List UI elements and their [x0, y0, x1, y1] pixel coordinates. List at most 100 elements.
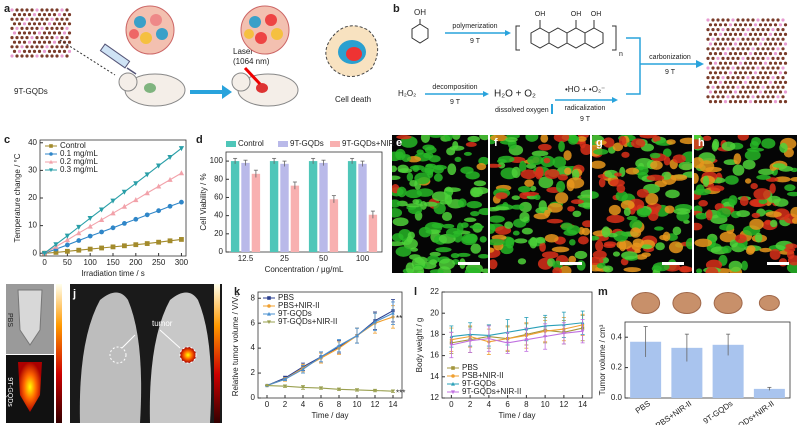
error-bar: [370, 210, 375, 219]
cell: [519, 201, 532, 213]
atom: [65, 26, 69, 30]
bar: [347, 161, 357, 252]
atom: [55, 54, 59, 58]
atom: [781, 37, 785, 41]
cell: [406, 172, 414, 182]
atom: [743, 80, 748, 84]
cell: [572, 210, 582, 218]
atom: [60, 26, 64, 30]
atom: [721, 18, 725, 22]
cell: [544, 169, 560, 179]
atom: [756, 28, 760, 32]
atom: [706, 85, 710, 89]
atom: [716, 56, 720, 61]
cell: [524, 179, 535, 187]
error-bar: [331, 195, 336, 203]
atom: [776, 66, 780, 70]
cell: [786, 250, 795, 260]
atom: [741, 76, 745, 80]
atom: [22, 31, 27, 35]
marker: [265, 384, 269, 388]
x-tick-label: 250: [152, 258, 166, 267]
cell: [405, 262, 415, 273]
atom: [753, 61, 758, 65]
atom: [748, 23, 753, 27]
cell: [392, 175, 401, 181]
atom: [771, 18, 775, 22]
atom: [22, 40, 27, 44]
cell: [438, 258, 456, 270]
cell: [405, 203, 424, 208]
y-axis-label: Body weight / g: [415, 318, 424, 373]
atom: [706, 56, 710, 61]
cells: [392, 135, 488, 273]
y-tick-label: 8: [251, 293, 256, 302]
laser-label: Laser: [233, 47, 253, 56]
cell: [481, 268, 488, 273]
cell: [756, 174, 771, 180]
bar: [269, 161, 279, 252]
cells: [694, 135, 797, 273]
sample-label: 9T-GQDs: [6, 377, 13, 407]
atom: [60, 36, 64, 40]
cell: [733, 153, 742, 165]
atom: [708, 32, 713, 37]
atom: [55, 26, 59, 30]
cell: [465, 142, 477, 147]
x-tick-label: 200: [129, 258, 143, 267]
atom: [733, 32, 738, 37]
atom: [65, 36, 69, 40]
atom: [721, 28, 725, 32]
y-tick-label: 0: [33, 248, 38, 257]
atom: [778, 52, 783, 56]
cell: [595, 240, 604, 252]
atom: [763, 52, 768, 56]
atom: [781, 18, 785, 22]
atom: [12, 40, 17, 44]
cell: [592, 160, 606, 169]
connector: [626, 37, 696, 95]
y-tick-label: 4: [251, 343, 256, 352]
marker: [53, 250, 59, 255]
cell: [758, 198, 768, 205]
cell: [563, 229, 578, 236]
cell: [535, 236, 546, 244]
cell: [735, 234, 747, 244]
atom: [738, 52, 743, 56]
atom: [711, 28, 715, 32]
cell: [461, 235, 477, 246]
cell: [534, 194, 541, 201]
atom: [40, 45, 44, 49]
atom: [726, 18, 730, 22]
atom: [761, 56, 765, 61]
atom: [768, 61, 773, 65]
atom: [10, 45, 14, 49]
cell: [646, 174, 665, 181]
cell: [551, 246, 570, 253]
cell: [696, 268, 703, 273]
cell: [745, 247, 755, 255]
atom: [716, 18, 720, 22]
cell: [705, 267, 719, 273]
error-bar: [272, 157, 277, 164]
atom: [35, 8, 39, 12]
atom: [20, 8, 24, 12]
marker: [156, 239, 162, 245]
atom: [743, 32, 748, 37]
atom: [45, 8, 49, 12]
x-tick-label: 8: [524, 400, 529, 409]
panel-label: l: [414, 286, 417, 298]
error-bar: [253, 169, 258, 178]
atom: [15, 26, 19, 30]
atom: [728, 61, 733, 65]
atom: [35, 54, 39, 58]
atom: [706, 47, 710, 51]
tumor-cells: [125, 5, 175, 55]
atom: [758, 32, 763, 37]
marker: [76, 247, 82, 253]
marker: [155, 163, 162, 169]
micrographs: e f g h: [392, 135, 797, 273]
cell: [525, 135, 539, 142]
marker: [99, 245, 104, 251]
panel-label: a: [4, 3, 11, 15]
